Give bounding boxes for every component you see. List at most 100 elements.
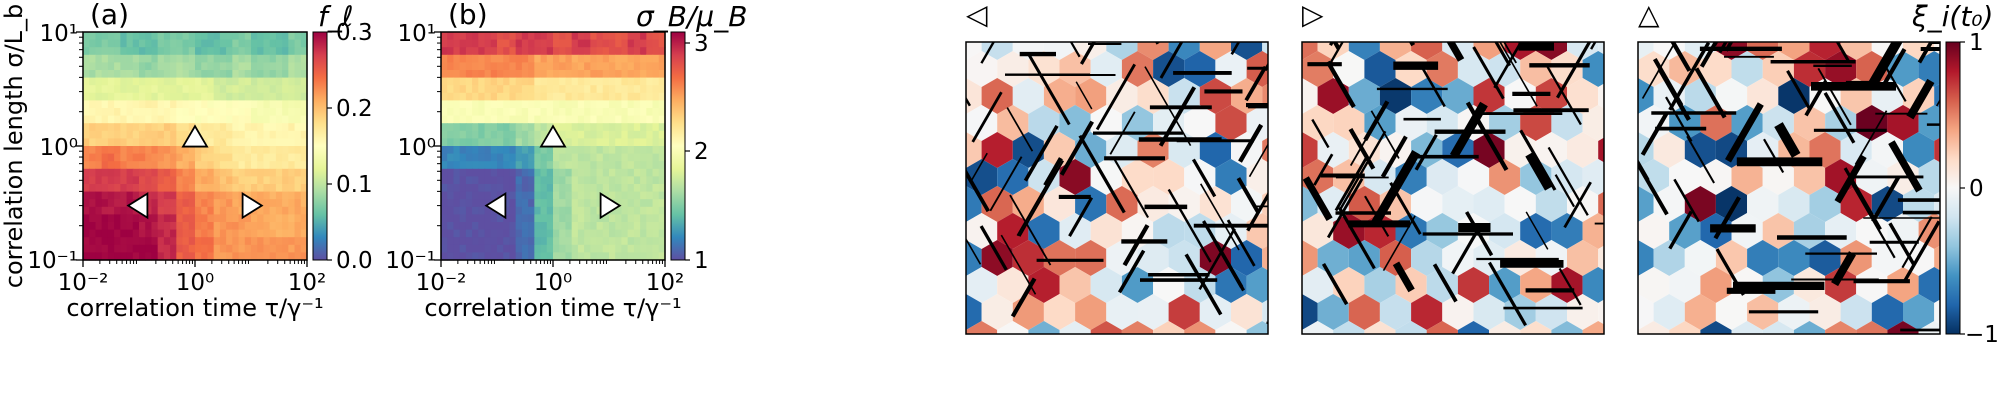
heatmap-b-cell (602, 115, 610, 124)
heatmap-a-cell (114, 184, 121, 193)
heatmap-a-cell (294, 108, 302, 117)
heatmap-a-cell (157, 130, 165, 139)
heatmap-a-cell (182, 92, 190, 101)
heatmap-b-cell (602, 176, 610, 185)
heatmap-b-cell (528, 32, 535, 41)
heatmap-a-cell (151, 100, 159, 109)
heatmap-a-cell (213, 100, 221, 109)
heatmap-a-cell (201, 237, 209, 246)
heatmap-a-cell (163, 214, 171, 223)
heatmap-b-cell (621, 85, 629, 94)
heatmap-a-cell (95, 252, 103, 261)
network-up-frame (1637, 41, 1941, 335)
network-node-cell (1426, 159, 1458, 195)
heatmap-a-cell (182, 54, 190, 63)
heatmap-b-cell (596, 92, 604, 101)
heatmap-b-cell (596, 70, 604, 79)
heatmap-a-cell (226, 176, 233, 185)
network-edge (1326, 178, 1364, 239)
network-node-cell (1551, 51, 1583, 87)
heatmap-a-cell (89, 214, 97, 223)
heatmap-a-cell (126, 229, 134, 238)
heatmap-a-cell (201, 244, 209, 253)
heatmap-a-cell (182, 153, 190, 162)
heatmap-b-cell (509, 138, 517, 147)
panel-a-marker (241, 191, 264, 220)
heatmap-b-cell (627, 32, 635, 41)
heatmap-b-cell (484, 54, 492, 63)
heatmap-b-cell (528, 176, 535, 185)
heatmap-b-cell (484, 85, 492, 94)
heatmap-b-cell (577, 214, 585, 223)
heatmap-a-cell (257, 62, 265, 71)
heatmap-a-cell (263, 168, 271, 177)
heatmap-a-cell (139, 130, 146, 139)
heatmap-a-cell (95, 153, 103, 162)
heatmap-b-cell (615, 100, 623, 109)
network-node-cell (1856, 267, 1888, 303)
heatmap-a-cell (219, 123, 227, 132)
network-node-cell (1012, 78, 1044, 114)
heatmap-a-cell (257, 168, 265, 177)
heatmap-a-cell (251, 191, 258, 200)
heatmap-a-cell (182, 70, 190, 79)
panel-b-xtick-right: 10² (646, 270, 685, 296)
heatmap-a-cell (213, 138, 221, 147)
heatmap-a-cell (182, 161, 190, 170)
network-node-cell (1090, 51, 1122, 87)
heatmap-a-cell (132, 85, 140, 94)
heatmap-b-cell (559, 85, 567, 94)
network-edge (1244, 65, 1268, 102)
network-node-cell (1887, 213, 1919, 249)
panel-a-ytick-bottom: 10⁻¹ (27, 248, 78, 274)
heatmap-a-cell (257, 199, 265, 208)
heatmap-b-cell (571, 62, 579, 71)
heatmap-a-cell (269, 39, 277, 48)
heatmap-a-cell (95, 138, 103, 147)
heatmap-b-cell (540, 130, 548, 139)
network-node-cell (1059, 105, 1091, 141)
heatmap-a-cell (163, 244, 171, 253)
network-node-cell (1840, 294, 1872, 330)
network-node-cell (935, 51, 966, 87)
network-edge (980, 42, 996, 64)
heatmap-a-cell (188, 206, 196, 215)
heatmap-b-cell (515, 191, 523, 200)
heatmap-b-cell (640, 92, 647, 101)
network-node-cell (1106, 240, 1138, 276)
heatmap-a-cell (188, 214, 196, 223)
heatmap-a-cell (263, 229, 271, 238)
network-edge (1325, 60, 1356, 109)
network-node-cell (1582, 321, 1604, 334)
network-node-cell (1762, 51, 1794, 87)
heatmap-a-cell (294, 123, 302, 132)
network-node-cell (1262, 245, 1268, 271)
panel-b-xtick-left: 10⁻² (416, 270, 467, 296)
heatmap-b-cell (553, 39, 560, 48)
heatmap-a-cell (294, 138, 302, 147)
heatmap-a-cell (176, 115, 184, 124)
heatmap-a-cell (257, 229, 265, 238)
heatmap-a-cell (182, 77, 190, 86)
heatmap-a-cell (238, 32, 246, 41)
network-edge (1525, 211, 1549, 250)
heatmap-a-cell (176, 191, 184, 200)
heatmap-b-cell (571, 153, 579, 162)
heatmap-b-cell (465, 153, 473, 162)
heatmap-b-cell (441, 32, 448, 41)
heatmap-a-cell (263, 115, 271, 124)
heatmap-b-cell (652, 206, 660, 215)
heatmap-b-cell (515, 199, 523, 208)
network-edge (1558, 267, 1582, 306)
heatmap-a-cell (89, 77, 97, 86)
heatmap-a-cell (132, 168, 140, 177)
heatmap-a-cell (145, 32, 153, 41)
heatmap-a-cell (89, 39, 97, 48)
heatmap-b-cell (615, 77, 623, 86)
heatmap-a-cell (288, 244, 296, 253)
heatmap-b-cell (478, 199, 486, 208)
heatmap-a-cell (126, 184, 134, 193)
network-node-cell (1669, 0, 1700, 33)
heatmap-b-cell (633, 222, 641, 231)
heatmap-b-cell (465, 70, 473, 79)
